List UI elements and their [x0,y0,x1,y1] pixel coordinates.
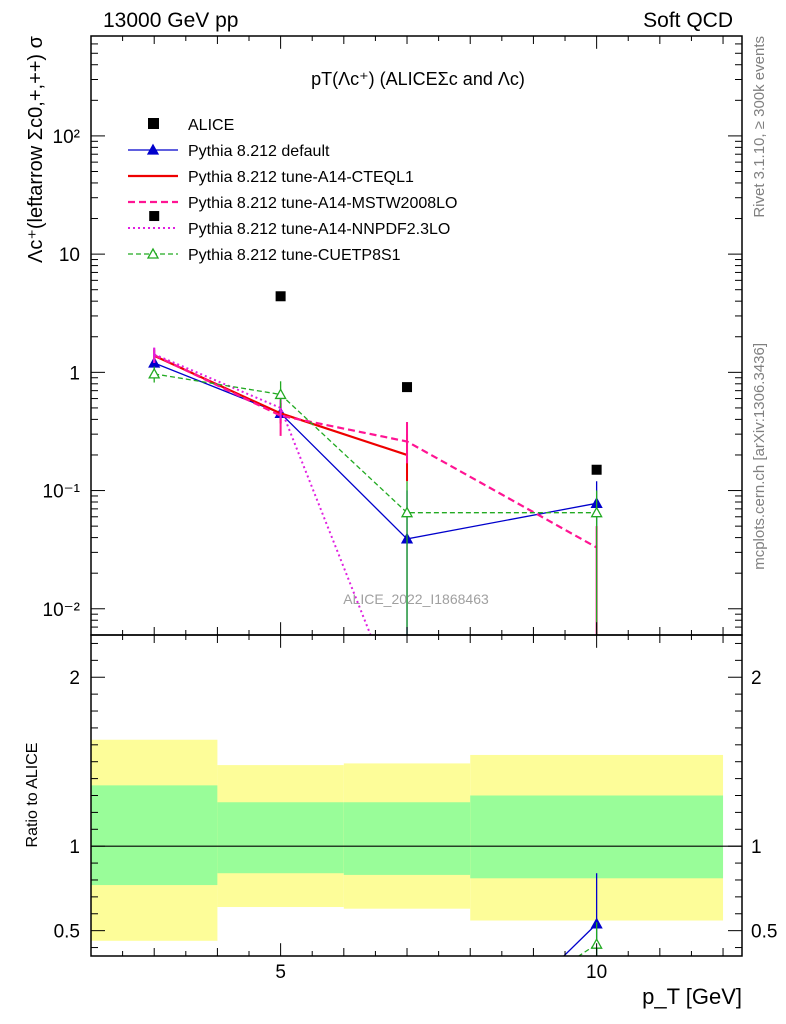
legend-label: Pythia 8.212 tune-A14-MSTW2008LO [188,195,457,212]
legend-label: Pythia 8.212 tune-A14-CTEQL1 [188,169,414,186]
series-point [400,506,414,518]
y-tick-label: 10⁻² [43,600,81,621]
header-right: Soft QCD [643,9,733,32]
ratio-band-inner [470,795,724,879]
axes-ticks: 5 10 10⁻² 10⁻¹ 1 10 10² 0.5 0.5 1 1 2 2 [43,35,777,983]
legend: ALICE Pythia 8.212 default Pythia 8.212 tu… [128,117,457,264]
series-line-4 [154,373,597,514]
ratio-y-tick-label-right: 1 [751,837,762,858]
ratio-y-axis-label: Ratio to ALICE [24,743,41,848]
ratio-bands [91,739,724,941]
legend-label: Pythia 8.212 tune-CUETP8S1 [188,247,401,264]
x-axis-label: p_T [GeV] [642,984,742,1009]
y-tick-label: 10 [59,245,80,266]
y-axis-label: Λc⁺(leftarrow Σc0,+,++) σ [25,35,47,263]
ratio-y-tick-label-right: 0.5 [751,922,777,943]
y-tick-label: 10⁻¹ [43,482,81,503]
series-point [148,367,161,379]
series-line-2 [153,354,598,549]
legend-label-alice: ALICE [188,117,234,134]
mcplots-label: mcplots.cern.ch [arXiv:1306.3436] [751,343,768,570]
series-point [590,506,603,518]
ratio-band-inner [343,802,471,875]
ratio-band-inner [91,785,218,886]
ratio-band-inner [217,802,344,874]
series-line-0 [153,362,597,540]
legend-marker [146,143,160,155]
data-point [275,291,286,302]
legend-label: Pythia 8.212 tune-A14-NNPDF2.3LO [188,221,450,238]
plot-title: pT(Λc⁺) (ALICEΣc and Λc) [311,69,525,89]
series-line-3 [153,353,372,635]
ratio-y-tick-label: 1 [69,837,80,858]
legend-label: Pythia 8.212 default [188,143,330,160]
data-point [402,382,413,393]
watermark: ALICE_2022_I1868463 [343,591,489,607]
data-point [149,211,160,222]
legend-marker [146,247,160,259]
main-plot-layer [148,211,603,635]
header-left: 13000 GeV pp [103,9,238,32]
x-tick-label: 5 [275,962,286,983]
ratio-y-tick-label: 0.5 [54,922,80,943]
y-tick-label: 1 [69,363,80,384]
series-point [274,388,287,400]
ratio-y-tick-label: 2 [69,668,80,689]
data-point [591,464,602,475]
rivet-label: Rivet 3.1.10, ≥ 300k events [751,36,768,218]
x-tick-label: 10 [586,962,607,983]
legend-marker-alice [148,118,159,129]
y-tick-label: 10² [53,127,80,148]
ratio-y-tick-label-right: 2 [751,668,762,689]
